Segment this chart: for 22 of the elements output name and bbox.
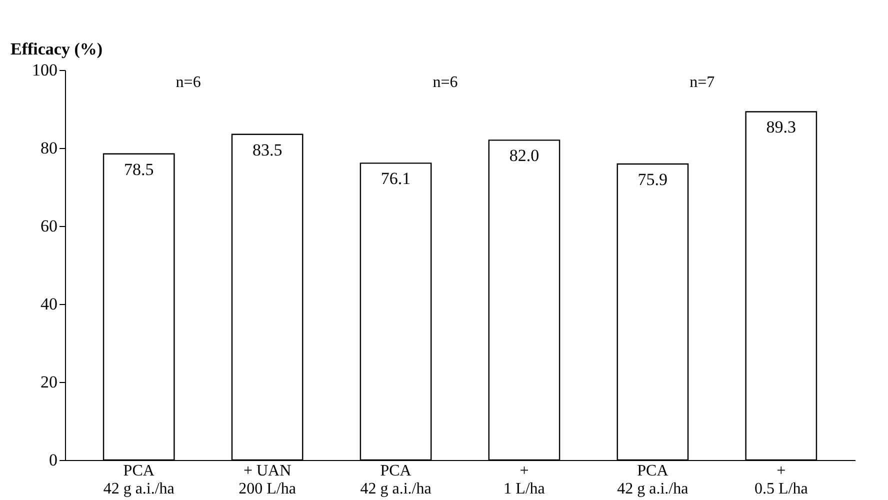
y-axis-title: Efficacy (%): [10, 40, 103, 58]
data-label: 76.1: [380, 169, 411, 188]
x-tick-label: + UAN 200 L/ha: [238, 462, 296, 498]
y-tick-label: 0: [49, 450, 58, 470]
annotation: n=7: [690, 74, 715, 91]
y-tick-label: 60: [40, 216, 58, 236]
y-tick-label: 20: [40, 372, 58, 392]
x-tick-label: PCA 42 g a.i./ha: [103, 462, 174, 498]
annotation: n=6: [176, 74, 201, 91]
y-tick-label: 80: [40, 138, 58, 158]
x-tick-label: PCA 42 g a.i./ha: [617, 462, 688, 498]
data-label: 75.9: [638, 170, 668, 189]
y-tick-label: 100: [32, 60, 58, 80]
data-label: 89.3: [766, 118, 796, 137]
x-tick-label: + 1 L/ha: [504, 462, 545, 498]
data-label: 82.0: [509, 146, 540, 166]
x-tick-label: + 0.5 L/ha: [754, 462, 808, 498]
x-tick-label: PCA 42 g a.i./ha: [360, 462, 432, 498]
data-label: 78.5: [124, 160, 154, 179]
y-tick-label: 40: [40, 294, 58, 314]
annotation: n=6: [432, 74, 458, 91]
data-label: 83.5: [252, 140, 282, 160]
